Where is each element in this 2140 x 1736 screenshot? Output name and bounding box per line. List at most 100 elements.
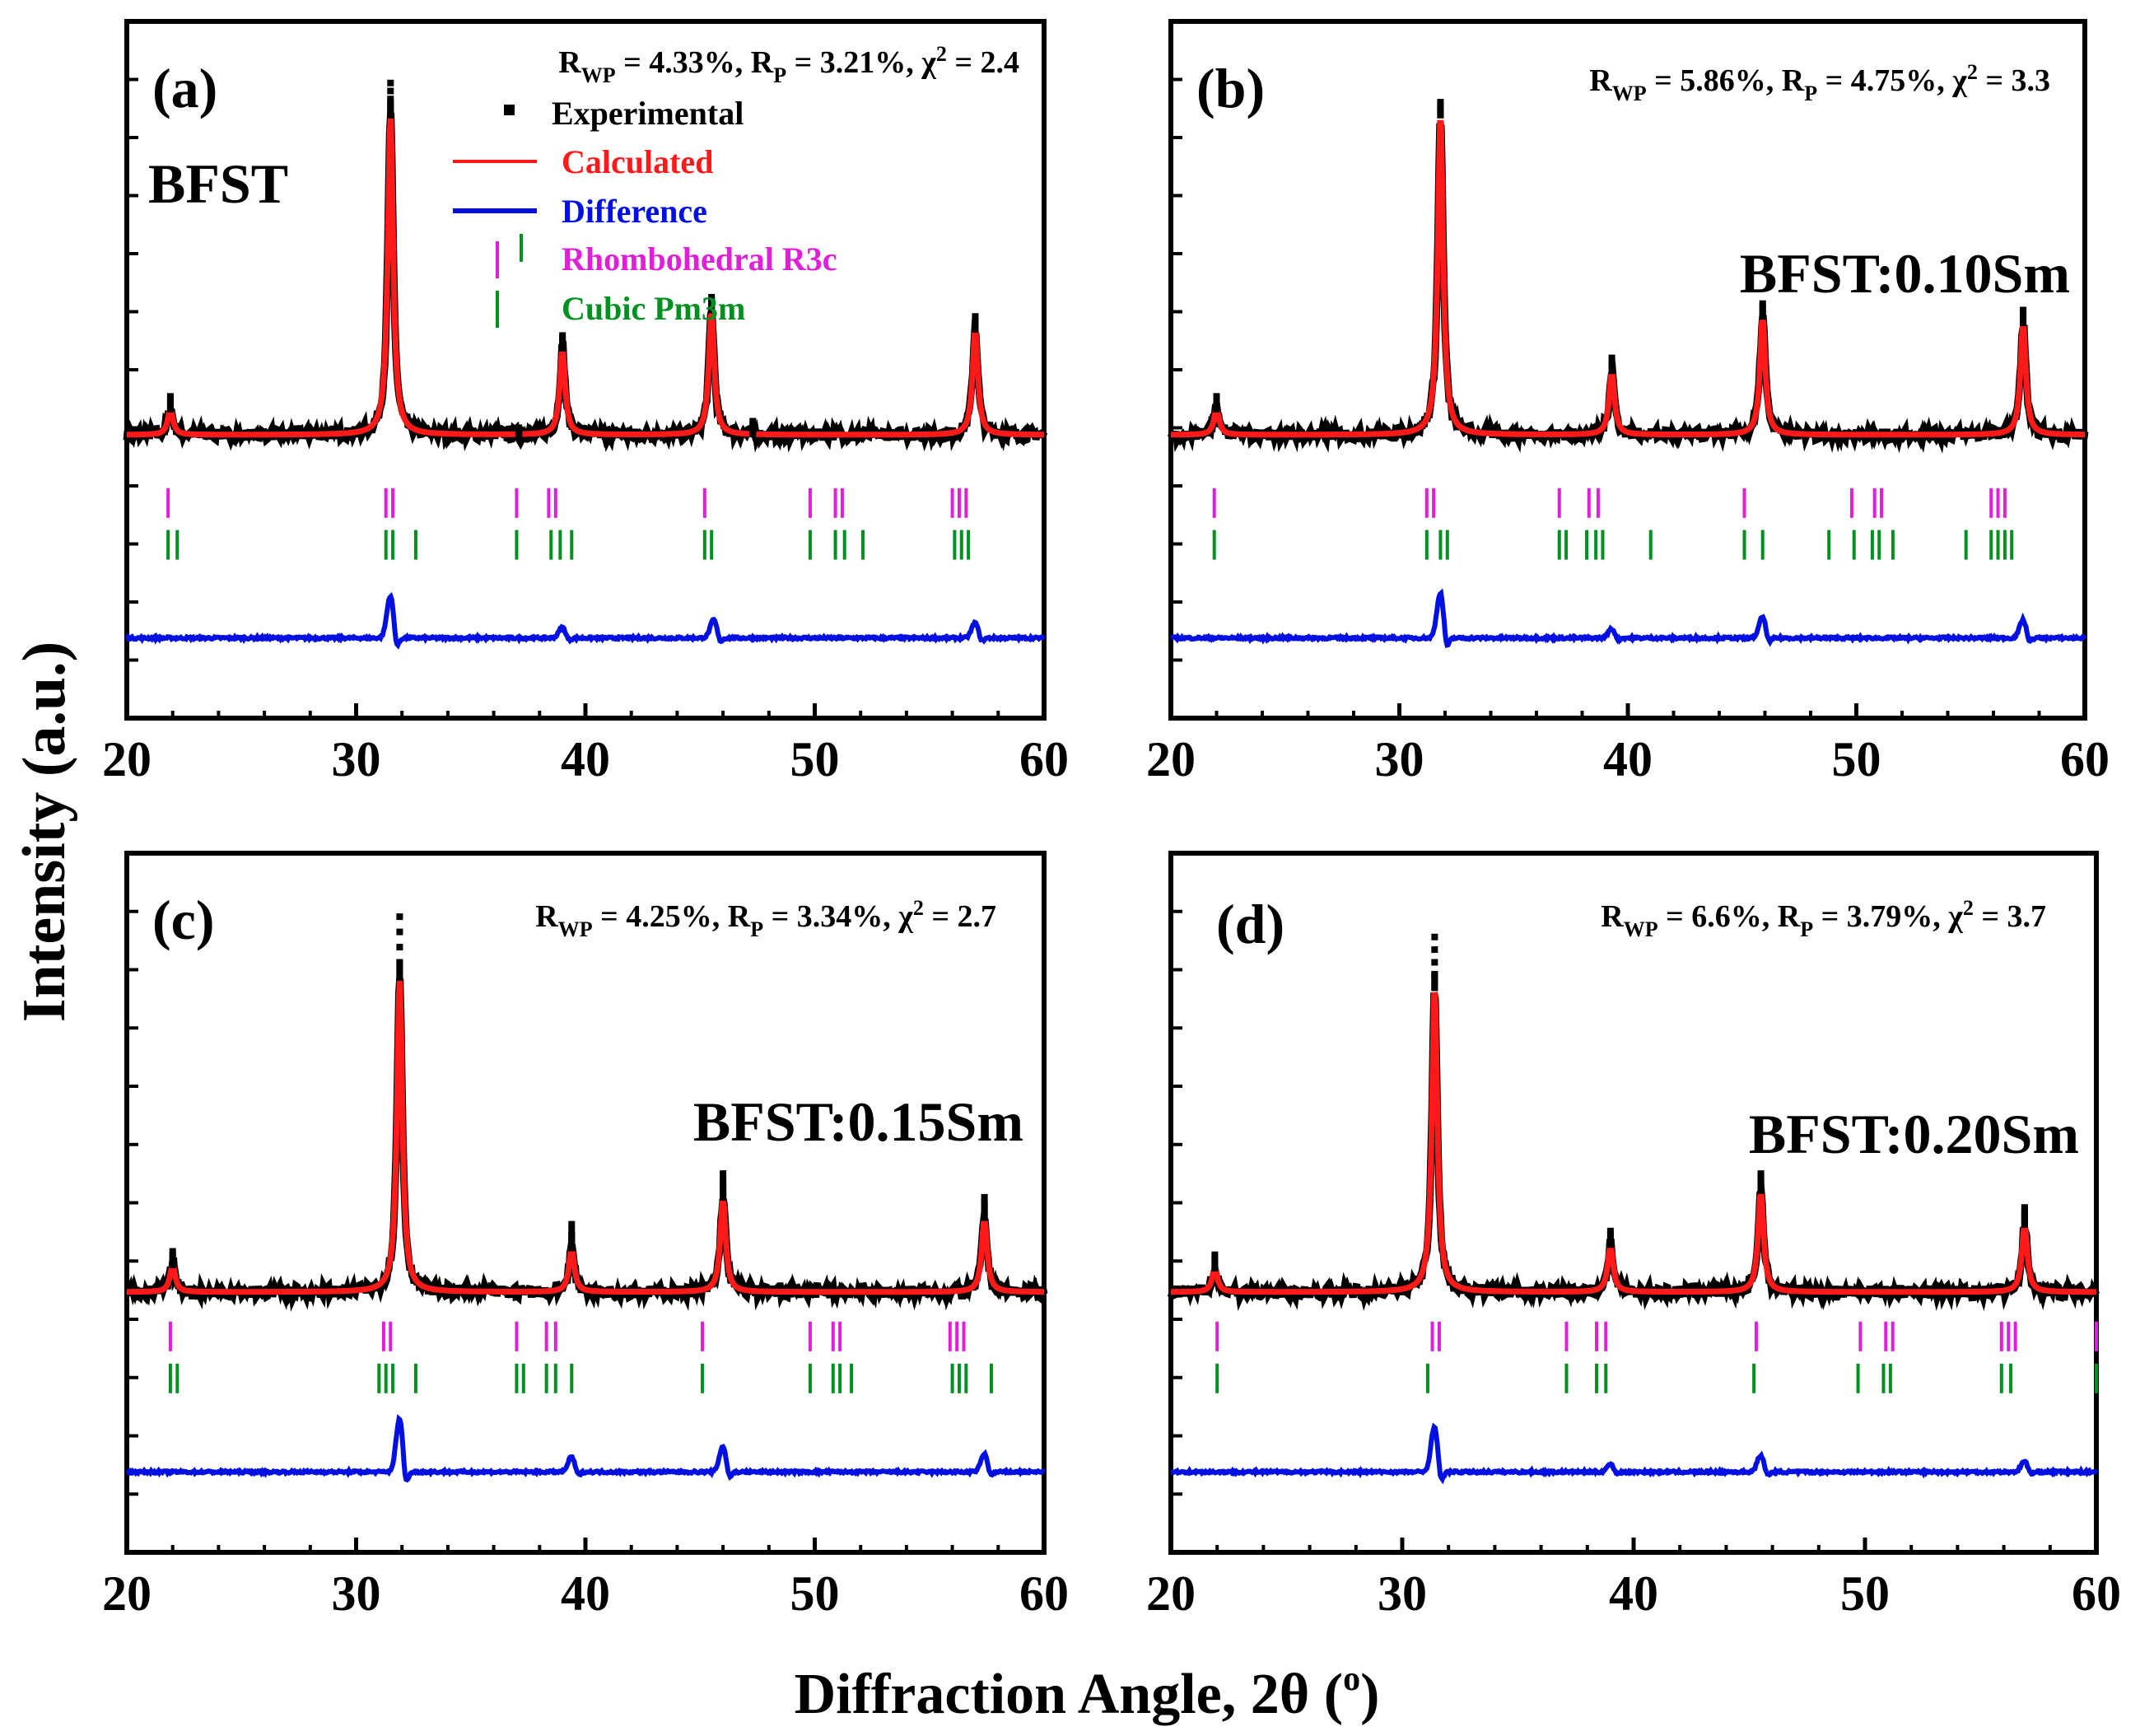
fit-statistics-part: = 2.7 — [924, 899, 996, 934]
experimental-point — [2021, 1208, 2028, 1216]
x-tick-label: 50 — [1832, 732, 1881, 786]
experimental-point — [2021, 1204, 2028, 1211]
experimental-point — [972, 313, 979, 320]
experimental-point — [396, 974, 403, 982]
experimental-point — [1211, 1251, 1219, 1258]
x-tick-label: 50 — [790, 1566, 840, 1621]
fit-statistics-part: R — [535, 899, 558, 934]
experimental-point — [708, 293, 716, 301]
fit-statistics-part: 2 — [1963, 896, 1974, 920]
experimental-point — [1757, 1170, 1765, 1178]
experimental-point — [169, 1258, 176, 1265]
fit-statistics-part: WP — [558, 917, 593, 941]
experimental-point — [1757, 1178, 1765, 1186]
fit-statistics-part: = 3.34%, χ — [763, 899, 913, 934]
experimental-point — [568, 1239, 576, 1246]
experimental-point — [1757, 1183, 1765, 1190]
sample-label: BFST:0.15Sm — [693, 1090, 1023, 1153]
plot-frame — [1168, 19, 2087, 721]
experimental-point — [2020, 306, 2027, 314]
experimental-point — [166, 393, 174, 400]
x-axis-label-degree: o — [1343, 1660, 1360, 1698]
x-tick-label: 60 — [1019, 732, 1069, 786]
x-tick-label: 50 — [1840, 1566, 1890, 1621]
experimental-point — [1213, 393, 1220, 400]
experimental-point — [981, 1209, 988, 1216]
experimental-point — [2021, 1216, 2028, 1224]
x-axis-label: Diffraction Angle, 2θ (o) — [795, 1660, 1380, 1726]
experimental-point — [720, 1188, 727, 1195]
legend-experimental-marker — [504, 105, 515, 115]
experimental-point — [1431, 959, 1438, 966]
experimental-point — [1211, 1261, 1219, 1268]
experimental-point — [1437, 101, 1444, 109]
experimental-point — [1606, 1238, 1614, 1245]
fit-statistics-part: WP — [581, 63, 616, 87]
x-tick-label: 40 — [561, 732, 610, 786]
legend-cubic-label: Cubic Pm3m — [562, 290, 745, 327]
legend-calculated-label: Calculated — [562, 143, 713, 180]
x-tick-label: 30 — [1378, 1566, 1427, 1621]
experimental-point — [720, 1176, 727, 1183]
experimental-point — [169, 1254, 176, 1262]
experimental-point — [1431, 984, 1438, 992]
x-tick-label: 40 — [1603, 732, 1653, 786]
sample-label: BFST:0.10Sm — [1740, 242, 2070, 305]
legend: Experimental Calculated Difference Rhomb… — [453, 95, 837, 328]
experimental-point — [981, 1214, 988, 1221]
experimental-point — [396, 967, 403, 974]
x-tick-label: 20 — [102, 1566, 152, 1621]
fit-statistics-part: R — [1601, 899, 1624, 934]
difference-pattern — [1170, 1422, 2099, 1485]
fit-statistics: RWP = 4.25%, RP = 3.34%, χ2 = 2.7 — [535, 896, 996, 941]
x-tick-label: 60 — [2060, 732, 2110, 786]
experimental-point — [568, 1220, 576, 1228]
difference-pattern — [125, 1414, 1046, 1483]
calculated-pattern — [127, 979, 1044, 1295]
experimental-point — [720, 1182, 727, 1189]
x-tick-label: 30 — [332, 1566, 381, 1621]
experimental-point — [1606, 1230, 1614, 1238]
fit-statistics-part: R — [558, 45, 581, 80]
plot-frame — [1168, 851, 2099, 1555]
experimental-point — [1606, 1227, 1614, 1234]
calculated-pattern — [1171, 119, 2085, 438]
experimental-pattern — [124, 978, 1048, 1313]
experimental-point — [387, 87, 394, 95]
legend-experimental-label: Experimental — [552, 95, 744, 132]
legend-rhombohedral-label: Rhombohedral R3c — [562, 240, 837, 278]
x-tick-label: 50 — [790, 732, 840, 786]
experimental-point — [387, 103, 394, 110]
x-tick-label: 30 — [332, 732, 381, 786]
experimental-point — [559, 332, 566, 339]
experimental-point — [568, 1244, 576, 1252]
x-tick-label: 20 — [1146, 1566, 1196, 1621]
fit-statistics-part: 2 — [936, 42, 947, 66]
fit-statistics-part: P — [1800, 917, 1813, 941]
experimental-point — [720, 1170, 727, 1178]
experimental-point — [981, 1193, 988, 1201]
experimental-point — [568, 1232, 576, 1239]
experimental-point — [387, 111, 394, 119]
experimental-point — [387, 96, 394, 103]
experimental-point — [1431, 946, 1438, 954]
x-axis-label-prefix: Diffraction Angle, 2θ ( — [795, 1663, 1343, 1726]
experimental-point — [2021, 1212, 2028, 1220]
fit-statistics-part: WP — [1624, 917, 1658, 941]
experimental-point — [396, 959, 403, 966]
experimental-point — [981, 1199, 988, 1206]
calculated-pattern — [1171, 992, 2096, 1295]
experimental-point — [1211, 1258, 1219, 1265]
panel-label: (d) — [1216, 893, 1284, 955]
experimental-point — [1757, 1174, 1765, 1182]
x-tick-label: 30 — [1375, 732, 1424, 786]
experimental-point — [720, 1193, 727, 1201]
difference-pattern — [1169, 588, 2087, 648]
experimental-point — [1211, 1254, 1219, 1262]
x-axis-label-suffix: ) — [1360, 1663, 1379, 1726]
x-tick-label: 60 — [1019, 1566, 1069, 1621]
experimental-point — [2021, 1220, 2028, 1228]
experimental-point — [169, 1261, 176, 1268]
experimental-point — [396, 913, 403, 921]
